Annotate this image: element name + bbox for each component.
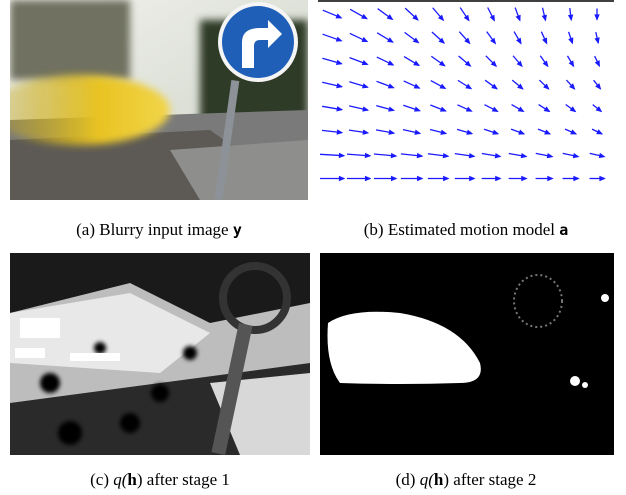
arrow-head [467,130,472,134]
arrow-head [414,61,419,65]
arrow-head [414,84,419,88]
arrow-head [391,177,396,181]
caption: (b) Estimated motion model a [316,220,616,240]
caption-label: (b) [364,220,384,239]
arrow-head [490,16,494,21]
arrow-head [569,38,573,43]
arrow-head [339,177,344,181]
arrow-head [496,177,501,181]
arrow-head [470,177,475,181]
arrow-head [365,177,370,181]
caption: (a) Blurry input image y [10,220,308,240]
arrow-head [521,154,526,158]
caption-math: q( [113,470,127,489]
arrow-head [569,15,573,20]
caption-math: q( [420,470,434,489]
arrow-head [443,154,448,158]
arrow-head [573,154,578,158]
arrow-head [574,177,579,181]
arrow-head [388,61,393,65]
arrow-head [571,130,576,134]
arrow-head [389,84,394,88]
arrow-head [518,107,523,111]
caption-math: ) [443,470,449,489]
arrow-head [362,61,367,65]
arrow-head [388,38,393,42]
arrow-head [547,154,552,158]
arrow-head [363,84,368,88]
arrow-head [544,107,549,111]
caption: (d) q(h) after stage 2 [316,470,616,490]
arrow-head [517,38,521,43]
arrow-head [519,130,524,134]
arrow-head [363,130,368,134]
blurry-image [10,0,308,200]
arrow-head [337,61,342,65]
arrow-head [467,108,472,112]
stage2-map [320,253,614,455]
arrow-head [362,38,367,42]
caption-label: (d) [396,470,416,489]
arrow-head [599,154,604,158]
motion-field [318,0,614,192]
arrow-head [522,177,527,181]
caption-math: h [127,470,136,489]
arrow-head [596,61,600,66]
figure: (a) Blurry input image y (b) Estimated m… [0,0,626,495]
caption-math: ) [137,470,143,489]
caption-label: (c) [90,470,109,489]
arrow-head [391,154,396,158]
arrow-head [441,130,446,134]
arrow-head [337,84,342,88]
caption-math: a [559,221,568,239]
arrow-head [365,154,370,158]
arrow-head [597,130,602,134]
arrow-head [493,107,498,111]
caption-text: Estimated motion model [388,220,555,239]
arrow-head [362,15,367,19]
arrow-head [389,107,394,111]
arrow-head [570,61,574,66]
caption-math: h [434,470,443,489]
arrow-head [466,85,471,89]
arrow-head [363,107,368,111]
caption-text: after stage 1 [147,470,230,489]
arrow-head [493,130,498,134]
arrow-head [600,177,605,181]
caption-label: (a) [76,220,95,239]
caption: (c) q(h) after stage 1 [10,470,310,490]
arrow-head [595,38,599,43]
caption-math: y [233,221,242,239]
arrow-head [548,177,553,181]
arrow-head [516,15,520,20]
arrow-head [339,153,344,157]
arrow-head [441,107,446,111]
stage1-map [10,253,310,455]
arrow-head [417,154,422,158]
arrow-head [495,154,500,158]
arrow-head [469,154,474,158]
arrows [320,7,605,180]
arrow-head [337,107,342,111]
arrow-head [415,107,420,111]
caption-text: after stage 2 [453,470,536,489]
caption-text: Blurry input image [99,220,228,239]
arrow-head [337,130,342,134]
arrow-head [336,14,341,18]
arrow-head [418,177,423,181]
arrow-head [545,130,550,134]
arrow-head [595,15,599,20]
arrow-head [336,37,341,41]
arrow-head [543,38,547,43]
arrow-head [543,15,547,20]
arrow-head [389,130,394,134]
arrow-head [415,130,420,134]
arrow-head [440,84,445,88]
arrow-head [444,177,449,181]
